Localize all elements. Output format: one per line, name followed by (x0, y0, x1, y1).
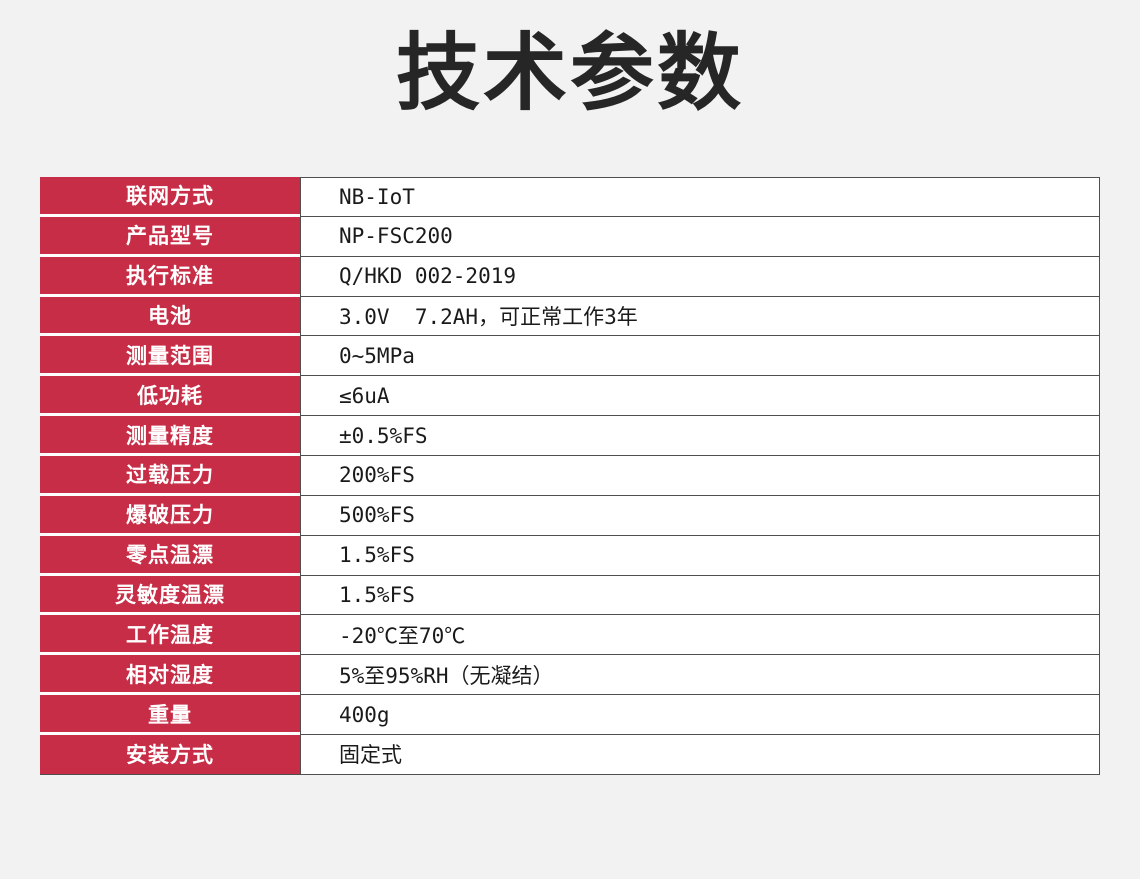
spec-value-cell: ±0.5%FS (300, 416, 1100, 457)
spec-row: 相对湿度 5%至95%RH（无凝结） (40, 655, 1100, 696)
spec-value: 3.0V 7.2AH，可正常工作3年 (339, 305, 638, 329)
spec-label-cell: 测量范围 (40, 336, 300, 377)
spec-row: 测量范围 0~5MPa (40, 336, 1100, 377)
spec-label: 联网方式 (126, 185, 214, 209)
spec-value-cell: 1.5%FS (300, 575, 1100, 616)
spec-value: 400g (339, 702, 390, 727)
spec-row: 工作温度 -20℃至70℃ (40, 615, 1100, 656)
spec-value-cell: 200%FS (300, 456, 1100, 496)
spec-row: 爆破压力 500%FS (40, 495, 1100, 536)
spec-label-cell: 低功耗 (40, 376, 300, 417)
spec-label-cell: 联网方式 (40, 177, 300, 217)
spec-label-cell: 工作温度 (40, 615, 300, 656)
spec-row: 安装方式 固定式 (40, 735, 1100, 775)
spec-label-cell: 零点温漂 (40, 535, 300, 576)
spec-label: 重量 (148, 703, 192, 727)
spec-label-cell: 测量精度 (40, 416, 300, 457)
spec-value-cell: NP-FSC200 (300, 216, 1100, 257)
spec-label: 灵敏度温漂 (115, 584, 225, 608)
spec-label-cell: 灵敏度温漂 (40, 575, 300, 616)
spec-label: 相对湿度 (126, 663, 214, 687)
spec-row: 重量 400g (40, 695, 1100, 736)
spec-value: Q/HKD 002-2019 (339, 264, 517, 289)
spec-label: 电池 (148, 305, 192, 328)
spec-value: -20℃至70℃ (339, 623, 466, 648)
spec-label: 爆破压力 (126, 504, 214, 528)
spec-value: 0~5MPa (339, 343, 415, 368)
spec-value-cell: Q/HKD 002-2019 (300, 256, 1100, 297)
spec-value-cell: 400g (300, 695, 1100, 736)
spec-value: 5%至95%RH（无凝结） (339, 663, 554, 688)
spec-label-cell: 过载压力 (40, 456, 300, 496)
spec-value-cell: 0~5MPa (300, 336, 1100, 377)
spec-label: 测量范围 (126, 344, 214, 368)
spec-row: 测量精度 ±0.5%FS (40, 416, 1100, 457)
spec-label: 零点温漂 (126, 544, 214, 568)
spec-value: ≤6uA (339, 383, 390, 408)
spec-label-cell: 爆破压力 (40, 495, 300, 536)
spec-value: NB-IoT (339, 184, 415, 209)
spec-label-cell: 执行标准 (40, 256, 300, 297)
spec-row: 灵敏度温漂 1.5%FS (40, 575, 1100, 616)
spec-label-cell: 安装方式 (40, 735, 300, 775)
spec-value: 1.5%FS (339, 543, 415, 568)
spec-value-cell: 5%至95%RH（无凝结） (300, 655, 1100, 696)
spec-row: 执行标准 Q/HKD 002-2019 (40, 256, 1100, 297)
spec-label: 工作温度 (126, 623, 214, 647)
spec-value-cell: 固定式 (300, 735, 1100, 775)
spec-label: 测量精度 (126, 424, 214, 448)
spec-value: 1.5%FS (339, 583, 415, 608)
spec-value: ±0.5%FS (339, 423, 428, 448)
spec-value: NP-FSC200 (339, 224, 453, 249)
spec-value-cell: 3.0V 7.2AH，可正常工作3年 (300, 296, 1100, 337)
spec-value: 500%FS (339, 503, 415, 528)
spec-row: 产品型号 NP-FSC200 (40, 216, 1100, 257)
spec-value-cell: -20℃至70℃ (300, 615, 1100, 656)
spec-value-cell: NB-IoT (300, 177, 1100, 217)
spec-value: 固定式 (339, 743, 402, 768)
spec-value: 200%FS (339, 463, 415, 488)
page-title: 技术参数 (395, 26, 744, 120)
spec-value-cell: 1.5%FS (300, 535, 1100, 576)
spec-row: 过载压力 200%FS (40, 456, 1100, 496)
spec-value-cell: 500%FS (300, 495, 1100, 536)
spec-label-cell: 相对湿度 (40, 655, 300, 696)
spec-row: 电池 3.0V 7.2AH，可正常工作3年 (40, 296, 1100, 337)
spec-row: 低功耗 ≤6uA (40, 376, 1100, 417)
spec-label: 低功耗 (137, 384, 203, 408)
spec-table: 联网方式 NB-IoT 产品型号 NP-FSC200 执行标准 Q/HKD 00… (40, 177, 1100, 775)
spec-label-cell: 电池 (40, 296, 300, 337)
spec-label-cell: 产品型号 (40, 216, 300, 257)
spec-label: 安装方式 (126, 744, 214, 768)
spec-row: 联网方式 NB-IoT (40, 177, 1100, 217)
spec-label: 过载压力 (126, 464, 214, 488)
spec-label-cell: 重量 (40, 695, 300, 736)
spec-value-cell: ≤6uA (300, 376, 1100, 417)
spec-label: 执行标准 (126, 265, 214, 289)
spec-label: 产品型号 (126, 225, 214, 249)
spec-row: 零点温漂 1.5%FS (40, 535, 1100, 576)
